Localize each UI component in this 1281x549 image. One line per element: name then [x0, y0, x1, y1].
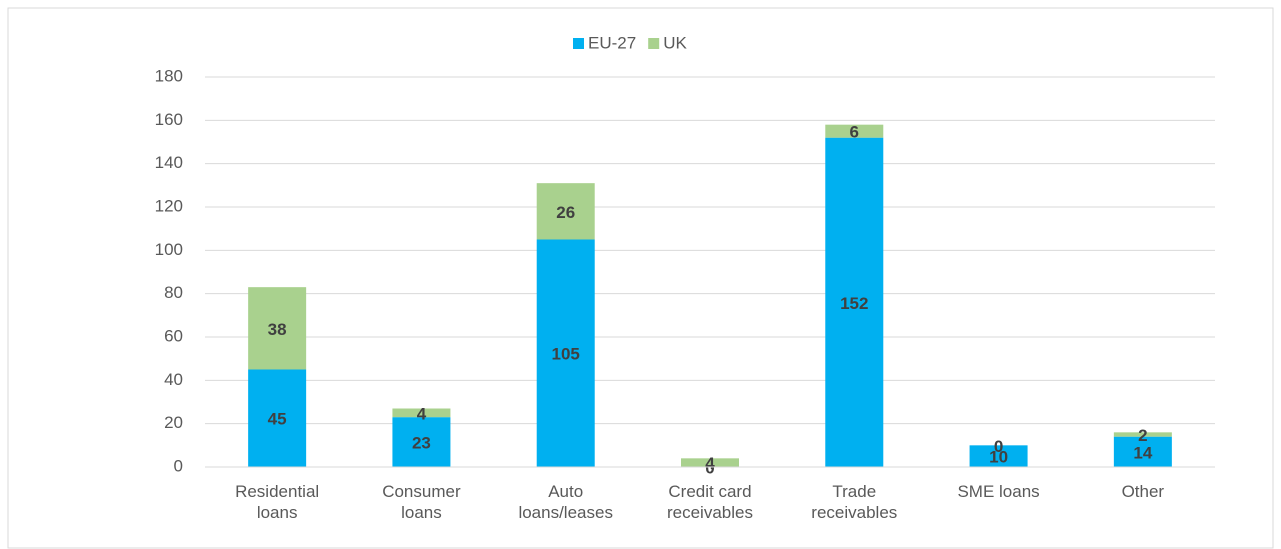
bar-segment	[1113, 432, 1172, 437]
bar-segment	[825, 124, 884, 138]
x-tick-label: Residential loans	[235, 482, 320, 522]
bar-segment	[681, 458, 739, 467]
data-label: 152	[840, 294, 868, 313]
x-tick-label: Credit card receivables	[666, 482, 753, 522]
y-tick-label: 140	[155, 153, 183, 172]
bar-segment	[392, 417, 451, 467]
legend-label: UK	[663, 33, 687, 52]
bar-segment	[248, 369, 307, 467]
data-label: 14	[1133, 443, 1152, 462]
y-tick-label: 160	[155, 110, 183, 129]
bar-segment	[536, 239, 595, 467]
bar-segment	[536, 183, 595, 240]
bar-segment	[825, 137, 884, 467]
y-tick-label: 100	[155, 240, 183, 259]
y-tick-label: 20	[164, 413, 183, 432]
data-label: 23	[412, 434, 431, 453]
data-label: 45	[268, 410, 287, 429]
legend-swatch	[573, 38, 584, 49]
x-tick-label: Trade receivables	[811, 482, 898, 522]
bar-segment	[1113, 436, 1172, 467]
data-label: 2	[1138, 426, 1147, 445]
data-label: 26	[556, 203, 575, 222]
legend-label: EU-27	[588, 33, 636, 52]
bar-segment	[392, 408, 451, 418]
y-tick-label: 40	[164, 370, 183, 389]
y-tick-label: 80	[164, 283, 183, 302]
data-label: 6	[850, 123, 859, 142]
y-tick-label: 180	[155, 66, 183, 85]
data-label: 10	[989, 448, 1008, 467]
x-tick-label: Other	[1121, 482, 1165, 501]
y-tick-label: 0	[174, 456, 183, 475]
data-label: 0	[994, 437, 1003, 456]
y-tick-label: 60	[164, 326, 183, 345]
chart-border	[7, 7, 1274, 549]
x-tick-label: Consumer loans	[382, 482, 461, 522]
data-label: 105	[552, 345, 580, 364]
bar-segment	[969, 445, 1028, 467]
data-label: 0	[705, 458, 714, 477]
y-tick-label: 120	[155, 196, 183, 215]
data-label: 38	[268, 320, 287, 339]
legend-swatch	[648, 38, 660, 49]
x-tick-label: SME loans	[957, 482, 1040, 501]
x-tick-label: Auto loans/leases	[518, 482, 613, 522]
data-label: 4	[417, 404, 427, 423]
data-label: 4	[705, 454, 715, 473]
bar-segment	[248, 287, 307, 370]
